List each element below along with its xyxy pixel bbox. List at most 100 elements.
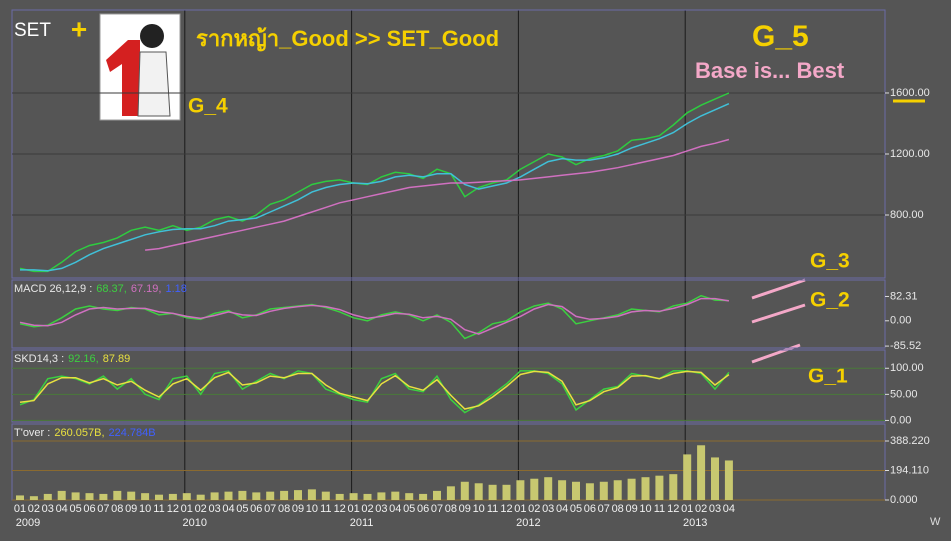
x-tick-label: 05 xyxy=(570,503,582,515)
x-tick-label: 11 xyxy=(487,503,498,515)
bar xyxy=(349,493,358,500)
x-tick-label: 03 xyxy=(42,503,54,515)
bar xyxy=(335,493,344,500)
title: รากหญ้า_Good >> SET_Good xyxy=(196,26,499,52)
x-tick-label: 06 xyxy=(83,503,95,515)
symbol: SET xyxy=(14,20,51,41)
bar xyxy=(43,493,52,500)
bar xyxy=(572,481,580,500)
bar xyxy=(155,494,163,500)
logo-body xyxy=(137,51,171,117)
panel-frame xyxy=(11,279,886,349)
bar xyxy=(669,474,678,500)
bar xyxy=(697,445,706,500)
logo-one xyxy=(106,40,140,116)
year-label: 2009 xyxy=(16,517,40,529)
bar xyxy=(71,492,80,500)
x-tick-label: 01 xyxy=(347,503,359,515)
bar xyxy=(99,493,108,500)
readout-value: 260.057B, xyxy=(54,427,104,439)
y-tick-label: 0.00 xyxy=(890,414,911,426)
bar xyxy=(238,490,247,500)
bar xyxy=(141,493,150,500)
bar xyxy=(307,489,316,500)
x-tick-label: 02 xyxy=(28,503,40,515)
bar xyxy=(16,495,24,500)
x-tick-label: 06 xyxy=(584,503,596,515)
x-tick-label: 01 xyxy=(14,503,26,515)
x-tick-label: 02 xyxy=(195,503,207,515)
panel-readout: MACD 26,12,9 : 68.37, 67.19, 1.18 xyxy=(14,283,187,295)
x-tick-label: 04 xyxy=(389,503,401,515)
y-tick-label: 50.00 xyxy=(890,388,918,400)
bar xyxy=(280,490,289,500)
y-tick-label: 1200.00 xyxy=(890,148,930,160)
readout-value: 67.19, xyxy=(131,283,162,295)
bar xyxy=(488,484,497,500)
x-tick-label: 07 xyxy=(264,503,276,515)
bar xyxy=(558,480,567,500)
x-tick-label: 08 xyxy=(111,503,123,515)
bar xyxy=(433,490,441,500)
panel-readout: T'over : 260.057B, 224.784B xyxy=(14,427,156,439)
bar xyxy=(419,493,428,500)
series-line xyxy=(19,92,730,273)
x-tick-label: 12 xyxy=(667,503,679,515)
bar xyxy=(711,457,719,500)
x-tick-label: 08 xyxy=(278,503,290,515)
bar xyxy=(321,491,330,500)
bar xyxy=(627,478,636,500)
year-label: 2012 xyxy=(516,517,540,529)
x-tick-label: 12 xyxy=(500,503,512,515)
arrow xyxy=(751,303,806,324)
bar xyxy=(405,493,414,500)
bar xyxy=(460,481,469,500)
bar xyxy=(544,477,553,500)
bar xyxy=(294,490,302,500)
bar xyxy=(474,483,483,500)
x-tick-label: 11 xyxy=(654,503,665,515)
bar xyxy=(683,454,692,500)
bar xyxy=(391,491,400,500)
x-tick-label: 12 xyxy=(167,503,179,515)
series-line xyxy=(20,103,730,272)
year-label: 2011 xyxy=(350,517,374,529)
bar xyxy=(530,478,539,500)
x-tick-label: 04 xyxy=(56,503,68,515)
y-tick-label: 82.31 xyxy=(890,290,918,302)
readout-value: 87.89 xyxy=(103,353,131,365)
x-tick-label: 07 xyxy=(97,503,109,515)
bar xyxy=(377,492,386,500)
year-label: 2013 xyxy=(683,517,707,529)
g1-label: G_1 xyxy=(808,365,848,388)
x-tick-label: 09 xyxy=(459,503,471,515)
g4-label: G_4 xyxy=(188,95,228,118)
bar xyxy=(127,491,136,500)
bar xyxy=(724,460,733,500)
bar xyxy=(266,491,275,500)
x-tick-label: 03 xyxy=(375,503,387,515)
x-tick-label: 07 xyxy=(598,503,610,515)
x-tick-label: 03 xyxy=(709,503,721,515)
bar xyxy=(516,480,525,500)
bar xyxy=(641,477,650,500)
readout-label: SKD14,3 : xyxy=(14,353,64,365)
y-tick-label: 1600.00 xyxy=(890,87,930,99)
x-tick-label: 02 xyxy=(528,503,540,515)
x-tick-label: 05 xyxy=(403,503,415,515)
x-tick-label: 10 xyxy=(473,503,485,515)
tagline: Base is... Best xyxy=(695,58,845,83)
bar xyxy=(446,486,455,500)
x-tick-label: 02 xyxy=(695,503,707,515)
bar xyxy=(613,480,622,500)
x-tick-label: 06 xyxy=(250,503,262,515)
x-tick-label: 01 xyxy=(514,503,526,515)
x-tick-label: 05 xyxy=(69,503,81,515)
x-tick-label: 09 xyxy=(292,503,304,515)
x-tick-label: 08 xyxy=(612,503,624,515)
bar xyxy=(363,493,372,500)
y-tick-label: 0.00 xyxy=(890,315,911,327)
panel-readout: SKD14,3 : 92.16, 87.89 xyxy=(14,353,130,365)
bar xyxy=(655,475,664,500)
